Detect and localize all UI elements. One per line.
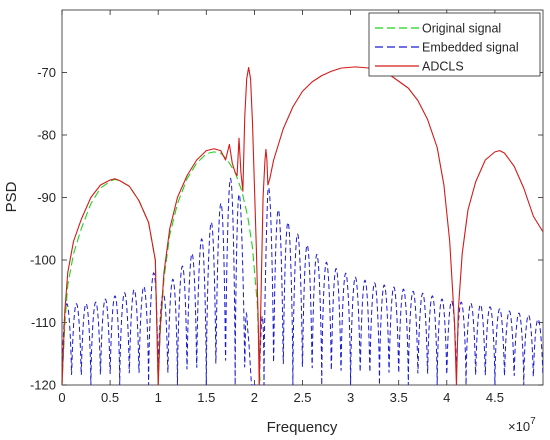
legend-label-original: Original signal <box>422 22 501 36</box>
y-tick-label: -120 <box>30 378 56 393</box>
x-axis-label: Frequency <box>267 419 338 436</box>
y-tick-label: -100 <box>30 253 56 268</box>
legend: Original signal Embedded signal ADCLS <box>368 12 541 77</box>
series-adcls <box>62 66 543 385</box>
x-tick-label: 2.5 <box>293 390 311 405</box>
y-axis-label: PSD <box>3 181 20 212</box>
y-tick-label: -110 <box>31 315 56 330</box>
x-axis-multiplier: ×107 <box>508 416 536 434</box>
x-tick-label: 1 <box>155 390 162 405</box>
x-tick-label: 3 <box>347 390 354 405</box>
x-tick-label: 4.5 <box>486 390 504 405</box>
legend-label-embedded: Embedded signal <box>422 41 519 55</box>
y-tick-label: -80 <box>37 128 56 143</box>
legend-label-adcls: ADCLS <box>422 60 464 74</box>
series-embedded-signal <box>62 177 543 385</box>
x-tick-label: 0.5 <box>101 390 119 405</box>
y-tick-label: -90 <box>37 190 56 205</box>
y-tick-label: -70 <box>37 65 56 80</box>
series-layer <box>62 66 543 385</box>
x-tick-label: 0 <box>58 390 65 405</box>
x-tick-label: 3.5 <box>390 390 408 405</box>
x-tick-label: 4 <box>443 390 450 405</box>
x-tick-label: 2 <box>251 390 258 405</box>
x-tick-label: 1.5 <box>197 390 215 405</box>
